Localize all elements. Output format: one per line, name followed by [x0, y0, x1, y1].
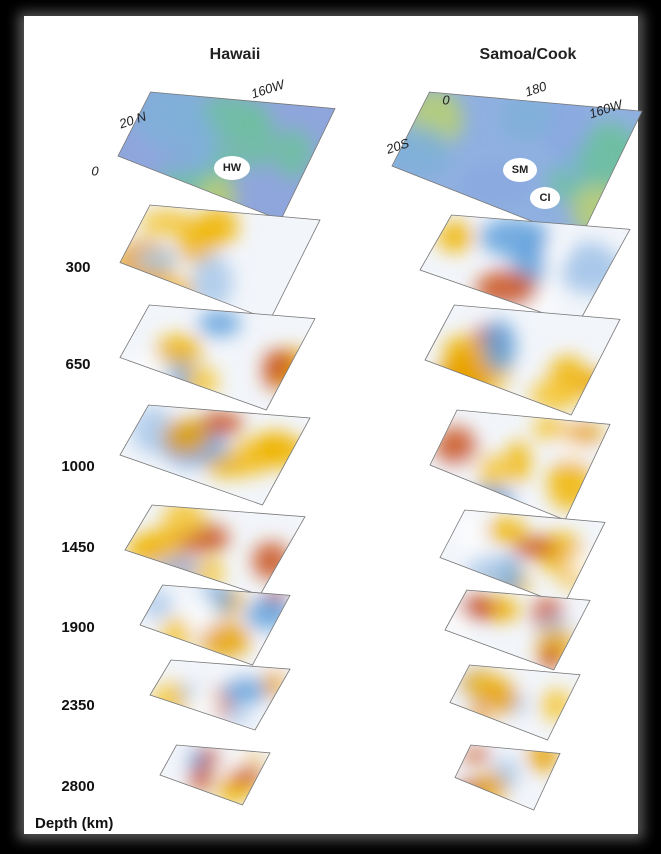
anomaly	[140, 209, 193, 235]
anomaly	[135, 249, 180, 272]
anomaly	[163, 418, 209, 455]
hotspot: SM	[503, 158, 537, 182]
hotspot-label: SM	[512, 164, 529, 176]
anomaly	[187, 752, 205, 769]
map-label: 0	[91, 163, 99, 178]
anomaly	[483, 320, 517, 372]
column-title: Hawaii	[210, 46, 261, 63]
depth-label: 1450	[61, 539, 94, 556]
hotspot: CI	[530, 187, 560, 209]
anomaly	[206, 455, 251, 478]
depth-label: 2350	[61, 697, 94, 714]
anomaly	[223, 675, 267, 704]
hotspot-label: HW	[223, 162, 242, 174]
anomaly	[480, 217, 550, 257]
anomaly	[482, 680, 517, 715]
anomaly	[505, 441, 530, 483]
anomaly	[460, 595, 497, 619]
depth-label: 1900	[61, 619, 94, 636]
anomaly	[184, 112, 218, 173]
anomaly	[186, 592, 216, 630]
depth-label: 300	[65, 259, 90, 276]
hotspot-label: CI	[540, 192, 551, 204]
map-label: 0	[442, 92, 450, 107]
depth-label: 2800	[61, 778, 94, 795]
depth-label: 650	[65, 356, 90, 373]
page: Hawaii Samoa/Cook 160W 20 N 0 180 160W 0…	[0, 0, 661, 854]
anomaly	[457, 513, 481, 553]
anomaly	[256, 430, 292, 457]
hotspot: HW	[214, 156, 250, 180]
column-title: Samoa/Cook	[480, 46, 577, 63]
depth-axis-label: Depth (km)	[35, 815, 113, 832]
anomaly	[565, 421, 603, 446]
depth-label: 1000	[61, 458, 94, 475]
anomaly	[199, 310, 241, 337]
figure: Hawaii Samoa/Cook 160W 20 N 0 180 160W 0…	[0, 0, 661, 854]
anomaly	[487, 517, 527, 543]
